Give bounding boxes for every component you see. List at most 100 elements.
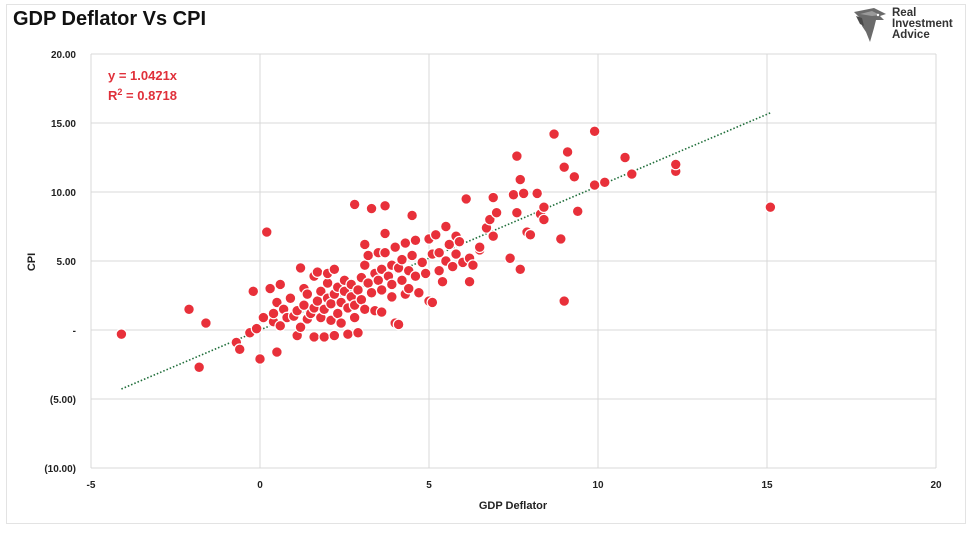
data-point (250, 322, 263, 335)
y-axis-label: CPI (26, 253, 38, 271)
data-point (510, 150, 523, 163)
data-point (294, 321, 307, 334)
data-point (341, 328, 354, 341)
y-tick-labels: (10.00) (5.00) - 5.00 10.00 15.00 20.00 (44, 50, 76, 475)
data-point (115, 328, 128, 341)
data-point (396, 253, 408, 266)
brand-logo: Real Investment Advice (852, 6, 962, 46)
data-point (284, 292, 297, 305)
data-point (365, 286, 378, 299)
data-point (325, 297, 337, 310)
data-point (389, 241, 402, 254)
chart-title: GDP Deflator Vs CPI (13, 8, 207, 30)
x-tick-label: 0 (257, 480, 263, 491)
data-point (571, 205, 584, 218)
data-point (558, 161, 571, 174)
data-point (402, 282, 415, 295)
data-point (416, 256, 429, 269)
data-point (396, 274, 408, 287)
data-point (358, 238, 371, 251)
data-point (409, 270, 422, 283)
data-point (510, 206, 523, 219)
data-point (504, 252, 517, 265)
data-point (490, 206, 503, 219)
x-tick-label: 5 (426, 480, 432, 491)
data-point (311, 266, 324, 278)
data-point (531, 187, 544, 200)
data-point (314, 285, 327, 298)
data-point (375, 306, 388, 318)
eagle-logo-icon (854, 8, 886, 42)
x-tick-label: 20 (930, 480, 942, 491)
data-point (433, 264, 446, 277)
data-point (375, 284, 388, 296)
data-point (233, 343, 246, 356)
data-point (301, 288, 314, 301)
data-point (200, 317, 212, 330)
data-point (487, 191, 500, 204)
data-point (409, 234, 422, 247)
data-point (619, 151, 631, 164)
data-point (348, 198, 361, 211)
data-point (625, 168, 638, 180)
data-point (473, 241, 486, 254)
y-tick-label: - (73, 326, 76, 337)
data-point (487, 230, 500, 243)
data-point (406, 209, 419, 222)
x-tick-label: -5 (87, 480, 96, 491)
data-point (450, 248, 462, 261)
data-point (524, 228, 537, 241)
y-tick-label: (5.00) (50, 395, 76, 406)
data-point (467, 259, 479, 272)
data-point (406, 249, 419, 262)
data-point (514, 263, 527, 276)
data-point (538, 213, 550, 226)
data-point (193, 361, 206, 374)
data-point (260, 226, 273, 238)
r2-prefix: R (108, 88, 118, 103)
data-point (392, 318, 405, 331)
data-point (331, 307, 344, 320)
data-point (318, 331, 331, 343)
y-tick-label: 15.00 (51, 119, 76, 130)
data-point (362, 249, 375, 262)
data-point (440, 220, 452, 233)
data-point (517, 187, 530, 200)
data-point (274, 278, 287, 291)
data-point (460, 192, 473, 205)
data-point (598, 176, 611, 189)
data-point (375, 263, 388, 276)
data-point (257, 311, 270, 324)
data-point (453, 235, 466, 248)
data-point (294, 262, 307, 274)
chart-frame (6, 4, 966, 524)
data-point (352, 284, 364, 296)
data-point (321, 277, 334, 289)
data-point (588, 179, 601, 192)
r-squared-label: R2 = 0.8718 (108, 87, 177, 103)
x-tick-label: 10 (592, 480, 604, 491)
data-point (247, 285, 260, 298)
data-point (379, 199, 391, 212)
logo-line-1: Real (892, 7, 917, 19)
data-point (507, 188, 520, 201)
data-point (412, 286, 425, 299)
data-point (548, 128, 560, 140)
data-point (669, 158, 682, 171)
data-point (514, 173, 527, 186)
y-tick-label: (10.00) (44, 464, 76, 475)
data-point (419, 267, 432, 280)
data-point (335, 317, 348, 330)
data-point (271, 346, 283, 358)
logo-line-2: Investment (892, 18, 953, 30)
data-point (264, 282, 277, 295)
data-point (558, 295, 571, 307)
data-point (446, 260, 459, 273)
data-point (379, 227, 391, 240)
data-point (379, 246, 391, 259)
data-point (372, 274, 385, 287)
data-point (254, 353, 266, 365)
x-axis-label: GDP Deflator (479, 500, 548, 512)
data-point (764, 201, 777, 214)
